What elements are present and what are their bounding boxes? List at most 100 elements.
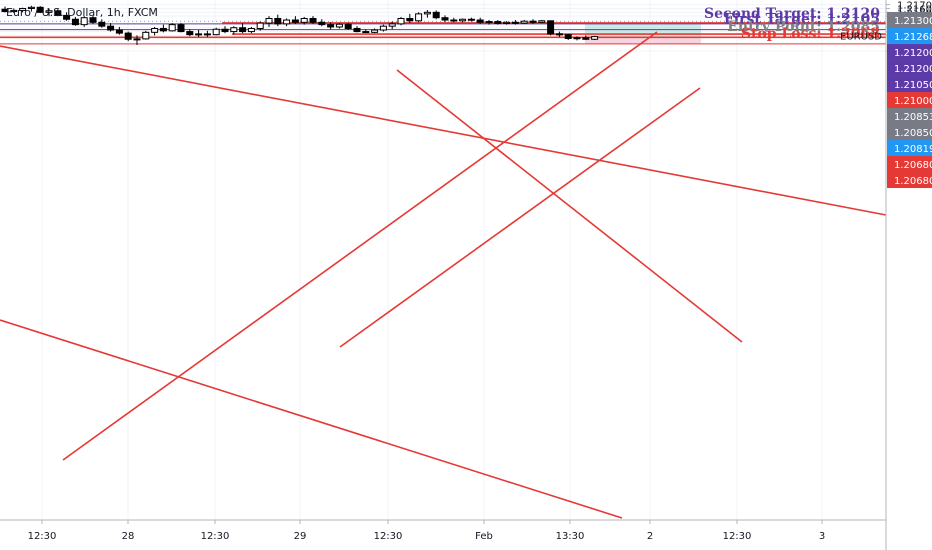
y-tick-label-7: 1.21700	[897, 1, 932, 12]
level-label-3: Stop Loss: 1.2068	[741, 26, 880, 42]
candle-43[interactable]	[379, 24, 387, 32]
candle-64[interactable]	[564, 33, 572, 41]
candle-39[interactable]	[344, 23, 352, 31]
candle-40[interactable]	[353, 26, 361, 33]
candle-28[interactable]	[247, 26, 255, 34]
candle-26[interactable]	[230, 26, 238, 35]
candle-30[interactable]	[265, 16, 273, 27]
candle-44[interactable]	[388, 21, 396, 30]
candle-17[interactable]	[151, 26, 159, 36]
candle-65[interactable]	[573, 36, 581, 41]
x-tick-label-2: 12:30	[201, 531, 230, 542]
x-tick-label-9: 3	[819, 531, 825, 542]
candle-11[interactable]	[98, 19, 106, 28]
candle-19[interactable]	[168, 23, 176, 32]
candle-32[interactable]	[283, 18, 291, 27]
price-badge-2: 1.21200	[887, 44, 932, 61]
candle-36[interactable]	[318, 19, 326, 27]
candle-33[interactable]	[291, 16, 299, 24]
candle-31[interactable]	[274, 14, 282, 27]
candle-46[interactable]	[406, 13, 414, 24]
price-badge-10: 1.20680	[887, 172, 932, 189]
candle-47[interactable]	[415, 12, 423, 23]
trend-line-0	[0, 45, 887, 216]
chart-title: Euro / U.S. Dollar, 1h, FXCM	[6, 6, 158, 19]
svg-text:1.21300: 1.21300	[894, 16, 932, 27]
candle-66[interactable]	[582, 35, 590, 41]
candle-57[interactable]	[503, 21, 511, 25]
candle-20[interactable]	[177, 23, 185, 33]
price-badge-3: 1.21200	[887, 60, 932, 77]
price-badge-4: 1.21050	[887, 76, 932, 93]
candle-16[interactable]	[142, 30, 150, 40]
candle-18[interactable]	[159, 24, 167, 33]
svg-text:1.21200: 1.21200	[894, 64, 932, 75]
candle-21[interactable]	[186, 29, 194, 37]
x-tick-label-3: 29	[294, 531, 307, 542]
candle-54[interactable]	[476, 17, 484, 24]
candle-35[interactable]	[309, 16, 317, 24]
candle-29[interactable]	[256, 21, 264, 31]
candle-53[interactable]	[467, 17, 475, 22]
candle-22[interactable]	[195, 30, 203, 37]
reward-zone	[585, 23, 701, 38]
svg-text:1.20850: 1.20850	[894, 128, 932, 139]
candle-34[interactable]	[300, 16, 308, 25]
candle-23[interactable]	[203, 30, 211, 37]
candle-37[interactable]	[327, 22, 335, 30]
candle-13[interactable]	[115, 26, 123, 35]
candle-49[interactable]	[432, 10, 440, 20]
candle-5[interactable]	[45, 8, 53, 17]
candle-42[interactable]	[371, 28, 379, 34]
level-label-2: Entry Point: 1.2085	[727, 19, 880, 35]
price-badge-0: 1.21300	[887, 12, 932, 29]
candle-15[interactable]	[133, 35, 141, 46]
candle-8[interactable]	[71, 16, 79, 26]
trend-lines[interactable]	[0, 31, 887, 519]
level-label-0: Second Target: 1.2120	[704, 6, 880, 22]
candle-56[interactable]	[494, 20, 502, 25]
candle-25[interactable]	[221, 26, 229, 34]
candle-6[interactable]	[54, 9, 62, 17]
x-tick-label-5: Feb	[475, 531, 493, 542]
svg-text:1.20680: 1.20680	[894, 176, 932, 187]
level-label-1: First Target: 1.2105	[724, 12, 880, 28]
price-badge-5: 1.21000	[887, 92, 932, 109]
candle-55[interactable]	[485, 20, 493, 25]
candle-59[interactable]	[520, 20, 528, 24]
candle-12[interactable]	[107, 23, 115, 32]
candle-10[interactable]	[89, 16, 97, 24]
candle-3[interactable]	[27, 5, 35, 12]
candle-9[interactable]	[80, 16, 88, 27]
candle-62[interactable]	[547, 20, 555, 36]
candle-48[interactable]	[423, 10, 431, 18]
candle-63[interactable]	[555, 31, 563, 37]
candle-51[interactable]	[450, 17, 458, 23]
price-badge-1: 1.21268	[887, 28, 932, 45]
candle-2[interactable]	[19, 7, 27, 13]
candle-67[interactable]	[591, 35, 599, 41]
candle-1[interactable]	[10, 8, 18, 14]
candle-58[interactable]	[511, 20, 519, 25]
candle-45[interactable]	[397, 16, 405, 26]
price-badge-8: 1.20819	[887, 140, 932, 157]
candles[interactable]	[1, 5, 599, 46]
x-tick-label-6: 13:30	[556, 531, 585, 542]
candle-52[interactable]	[459, 18, 467, 23]
candle-24[interactable]	[212, 27, 220, 36]
candle-50[interactable]	[441, 15, 449, 22]
candle-27[interactable]	[239, 23, 247, 34]
last-price-symbol: EURUSD	[840, 32, 882, 43]
candle-61[interactable]	[538, 20, 546, 24]
x-tick-label-0: 12:30	[28, 531, 57, 542]
candle-4[interactable]	[36, 6, 44, 14]
candle-14[interactable]	[124, 31, 132, 42]
candle-0[interactable]	[1, 6, 9, 13]
candle-60[interactable]	[529, 19, 537, 24]
candle-7[interactable]	[63, 12, 71, 21]
svg-text:1.21268: 1.21268	[894, 32, 932, 43]
candle-38[interactable]	[335, 23, 343, 29]
candle-41[interactable]	[362, 29, 370, 34]
